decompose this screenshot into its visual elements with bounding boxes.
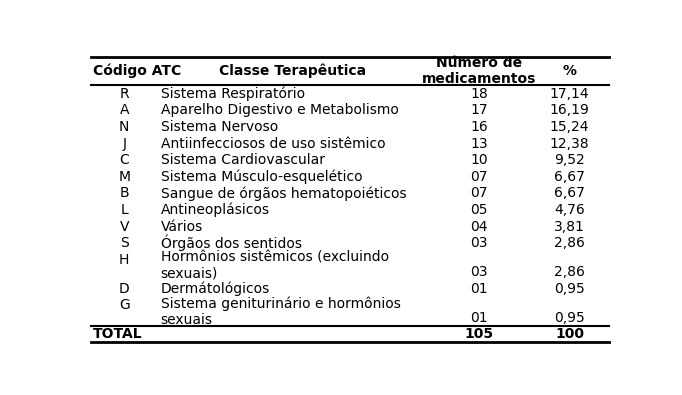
- Text: Vários: Vários: [160, 220, 203, 233]
- Text: 15,24: 15,24: [550, 120, 589, 134]
- Text: D: D: [119, 282, 130, 295]
- Text: Sistema Nervoso: Sistema Nervoso: [160, 120, 278, 134]
- Text: A: A: [119, 103, 129, 117]
- Text: C: C: [119, 153, 129, 167]
- Text: 9,52: 9,52: [554, 153, 585, 167]
- Text: 12,38: 12,38: [550, 137, 589, 150]
- Text: 17,14: 17,14: [550, 87, 589, 101]
- Text: 01: 01: [470, 282, 488, 295]
- Text: Sangue de órgãos hematopoiéticos: Sangue de órgãos hematopoiéticos: [160, 186, 406, 201]
- Text: Hormônios sistêmicos (excluindo
sexuais): Hormônios sistêmicos (excluindo sexuais): [160, 251, 389, 281]
- Text: Antineoplásicos: Antineoplásicos: [160, 203, 269, 217]
- Text: 2,86: 2,86: [554, 265, 585, 279]
- Text: 05: 05: [471, 203, 488, 217]
- Text: B: B: [119, 186, 129, 200]
- Text: J: J: [122, 137, 126, 150]
- Text: %: %: [563, 64, 577, 78]
- Text: Sistema Cardiovascular: Sistema Cardiovascular: [160, 153, 325, 167]
- Text: Antiinfecciosos de uso sistêmico: Antiinfecciosos de uso sistêmico: [160, 137, 385, 150]
- Text: M: M: [118, 170, 130, 184]
- Text: 0,95: 0,95: [554, 311, 585, 325]
- Text: G: G: [119, 298, 130, 312]
- Text: 07: 07: [471, 186, 488, 200]
- Text: Aparelho Digestivo e Metabolismo: Aparelho Digestivo e Metabolismo: [160, 103, 398, 117]
- Text: 03: 03: [471, 236, 488, 250]
- Text: TOTAL: TOTAL: [93, 327, 143, 341]
- Text: 03: 03: [471, 265, 488, 279]
- Text: S: S: [120, 236, 129, 250]
- Text: Sistema geniturinário e hormônios
sexuais: Sistema geniturinário e hormônios sexuai…: [160, 296, 400, 327]
- Text: 6,67: 6,67: [554, 186, 585, 200]
- Text: 2,86: 2,86: [554, 236, 585, 250]
- Text: Número de
medicamentos: Número de medicamentos: [422, 56, 536, 86]
- Text: 07: 07: [471, 170, 488, 184]
- Text: 10: 10: [470, 153, 488, 167]
- Text: 100: 100: [555, 327, 584, 341]
- Text: 13: 13: [470, 137, 488, 150]
- Text: N: N: [119, 120, 130, 134]
- Text: 3,81: 3,81: [554, 220, 585, 233]
- Text: 4,76: 4,76: [554, 203, 585, 217]
- Text: 18: 18: [470, 87, 488, 101]
- Text: Sistema Respiratório: Sistema Respiratório: [160, 87, 305, 101]
- Text: 6,67: 6,67: [554, 170, 585, 184]
- Text: 04: 04: [471, 220, 488, 233]
- Text: 16: 16: [470, 120, 488, 134]
- Text: Código ATC: Código ATC: [93, 64, 181, 78]
- Text: 16,19: 16,19: [550, 103, 590, 117]
- Text: 01: 01: [470, 311, 488, 325]
- Text: 105: 105: [464, 327, 494, 341]
- Text: L: L: [120, 203, 128, 217]
- Text: Sistema Músculo-esquelético: Sistema Músculo-esquelético: [160, 169, 362, 184]
- Text: Dermátológicos: Dermátológicos: [160, 281, 270, 296]
- Text: R: R: [119, 87, 129, 101]
- Text: Órgãos dos sentidos: Órgãos dos sentidos: [160, 235, 301, 251]
- Text: 17: 17: [470, 103, 488, 117]
- Text: H: H: [119, 252, 130, 267]
- Text: Classe Terapêutica: Classe Terapêutica: [219, 64, 366, 78]
- Text: 0,95: 0,95: [554, 282, 585, 295]
- Text: V: V: [119, 220, 129, 233]
